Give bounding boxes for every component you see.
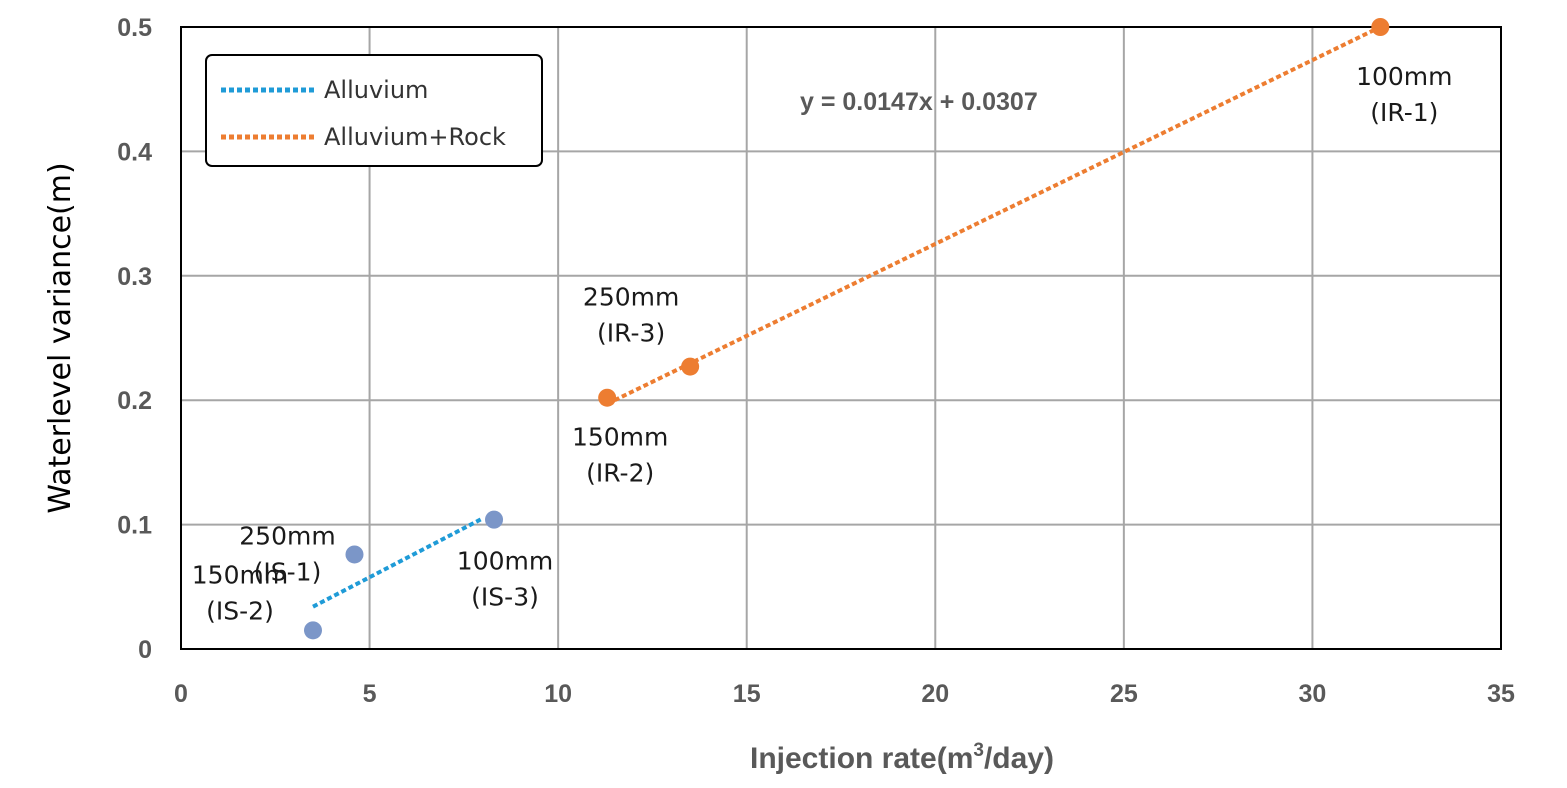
trendline-equation: y = 0.0147x + 0.0307 (800, 88, 1038, 116)
trendline-alluvium-rock (613, 25, 1382, 402)
point-label-size: 100mm (457, 547, 553, 576)
x-tick-label: 5 (363, 680, 377, 708)
legend: Alluvium Alluvium+Rock (205, 54, 543, 167)
y-tick-label: 0.3 (117, 263, 152, 291)
point-label-id: (IS-3) (471, 583, 539, 612)
data-point (345, 545, 364, 564)
data-point (304, 621, 322, 640)
x-tick-label: 10 (544, 680, 572, 708)
point-label-size: 150mm (572, 423, 668, 452)
point-label-id: (IR-3) (597, 319, 665, 348)
point-labels: 150mm (IS-2) 250mm (IS-1) 100mm (IS-3) 150mm (I… (192, 62, 1453, 625)
data-point (1371, 18, 1390, 36)
y-tick-label: 0 (138, 636, 152, 664)
point-label-size: 250mm (583, 283, 679, 312)
point-label-size: 150mm (192, 560, 288, 589)
data-point (681, 357, 700, 376)
x-axis-title-tail: /day) (984, 742, 1054, 775)
point-label-id: (IS-2) (206, 596, 274, 625)
x-tick-label: 35 (1487, 680, 1515, 708)
y-tick-labels: 0 0.1 0.2 0.3 0.4 0.5 (117, 14, 152, 664)
x-axis-title-superscript: 3 (973, 740, 984, 761)
point-label-id: (IR-2) (586, 459, 654, 488)
x-tick-label: 30 (1299, 680, 1327, 708)
x-tick-label: 15 (733, 680, 761, 708)
data-point (598, 388, 617, 407)
legend-label-alluvium: Alluvium (324, 76, 428, 104)
y-tick-label: 0.4 (117, 138, 152, 166)
trendlines (312, 25, 1382, 609)
point-label-size: 250mm (239, 521, 335, 550)
y-tick-label: 0.2 (117, 387, 152, 415)
x-axis-title-main: Injection rate(m (750, 742, 973, 775)
y-tick-label: 0.1 (117, 512, 152, 540)
data-point (485, 510, 504, 529)
point-label-id: (IR-1) (1370, 98, 1438, 127)
x-tick-labels: 0 5 10 15 20 25 30 35 (174, 680, 1515, 708)
x-tick-label: 25 (1110, 680, 1138, 708)
x-tick-label: 20 (921, 680, 949, 708)
y-axis-title: Waterlevel variance(m) (43, 162, 78, 513)
x-axis-title: Injection rate(m3/day) (750, 740, 1054, 775)
data-markers (304, 18, 1390, 640)
point-label-size: 100mm (1356, 62, 1452, 91)
grid-lines (181, 27, 1501, 649)
legend-label-alluvium-rock: Alluvium+Rock (324, 123, 506, 151)
plot-area-frame (180, 26, 1502, 650)
y-tick-label: 0.5 (117, 14, 152, 42)
x-tick-label: 0 (174, 680, 188, 708)
point-label-id: (IS-1) (254, 557, 322, 586)
